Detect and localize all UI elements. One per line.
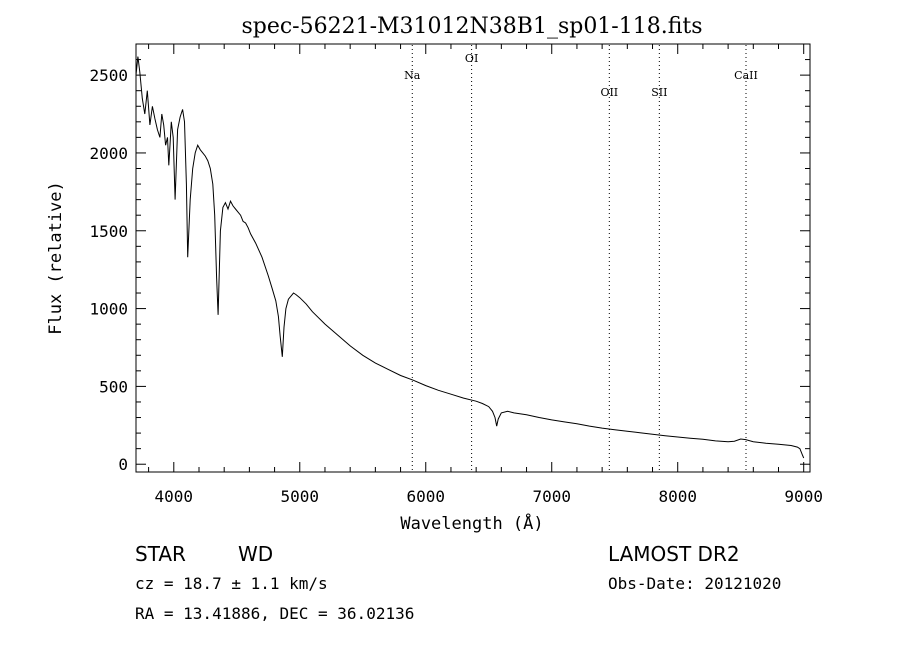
redshift-cz: cz = 18.7 ± 1.1 km/s [135, 574, 328, 593]
y-tick-labels: 0 500 1000 1500 2000 2500 [89, 66, 128, 474]
chart-title: spec-56221-M31012N38B1_sp01-118.fits [241, 14, 702, 39]
spectral-line-label: CaII [734, 69, 758, 82]
y-tick-label: 1500 [89, 222, 128, 241]
y-tick-label: 2500 [89, 66, 128, 85]
x-tick-label: 5000 [281, 487, 320, 506]
observation-date: Obs-Date: 20121020 [608, 574, 781, 593]
x-tick-labels: 4000 5000 6000 7000 8000 9000 [155, 487, 823, 506]
object-subclass: WD [238, 542, 273, 566]
plot-frame [136, 44, 810, 472]
spectral-line-label: SII [651, 86, 667, 99]
spectral-line-label: OII [600, 86, 618, 99]
survey-name: LAMOST DR2 [608, 542, 740, 566]
y-tick-label: 500 [99, 377, 128, 396]
coordinates: RA = 13.41886, DEC = 36.02136 [135, 604, 414, 623]
y-tick-label: 0 [118, 455, 128, 474]
y-tick-label: 2000 [89, 144, 128, 163]
x-tick-label: 4000 [155, 487, 194, 506]
spectrum-line [136, 57, 804, 459]
x-axis-label: Wavelength (Å) [400, 512, 543, 534]
x-tick-label: 6000 [406, 487, 445, 506]
spectral-line-markers: Na OI OII SII CaII [404, 45, 758, 471]
x-tick-label: 8000 [658, 487, 697, 506]
spectral-line-label: OI [465, 52, 478, 65]
spectrum-chart: spec-56221-M31012N38B1_sp01-118.fits 400… [0, 0, 900, 650]
x-tick-label: 7000 [532, 487, 571, 506]
x-tick-label: 9000 [784, 487, 823, 506]
object-class: STAR [135, 542, 186, 566]
spectral-line-label: Na [404, 69, 421, 82]
y-tick-label: 1000 [89, 300, 128, 319]
y-axis-label: Flux (relative) [46, 181, 66, 335]
axis-ticks [136, 44, 810, 472]
